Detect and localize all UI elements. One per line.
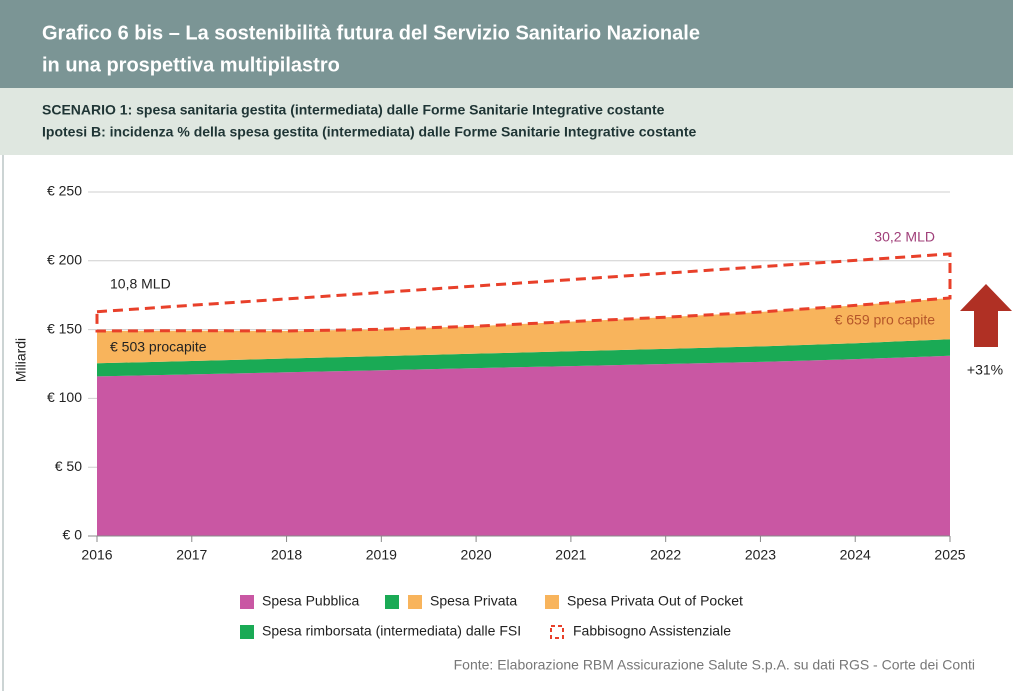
x-tick-label: 2020 (461, 547, 492, 563)
y-tick-label: € 150 (47, 320, 82, 336)
legend-label: Spesa Privata (430, 593, 517, 609)
legend-label: Spesa Pubblica (262, 593, 360, 609)
annotation: 30,2 MLD (874, 229, 935, 245)
plot (88, 191, 952, 537)
legend-swatch (240, 595, 254, 609)
x-tick-label: 2019 (366, 547, 397, 563)
x-tick-label: 2017 (176, 547, 207, 563)
x-tick-label: 2024 (840, 547, 871, 563)
annotation: € 503 procapite (110, 339, 207, 355)
y-tick-label: € 0 (63, 527, 83, 543)
annotation: +31% (967, 362, 1003, 378)
legend-label: Fabbisogno Assistenziale (573, 623, 731, 639)
annotation: 10,8 MLD (110, 276, 171, 292)
x-tick-label: 2025 (934, 547, 965, 563)
requirement-outline (95, 252, 952, 333)
x-tick-label: 2016 (81, 547, 112, 563)
chart-subtitle: Ipotesi B: incidenza % della spesa gesti… (42, 124, 697, 140)
annotation: € 659 pro capite (835, 312, 936, 328)
chart-title: Grafico 6 bis – La sostenibilità futura … (42, 22, 700, 44)
y-tick-label: € 100 (47, 389, 82, 405)
subtitle-band (0, 88, 1013, 155)
legend-swatch (240, 625, 254, 639)
x-tick-label: 2021 (555, 547, 586, 563)
chart-subtitle: SCENARIO 1: spesa sanitaria gestita (int… (42, 102, 665, 118)
x-tick-label: 2023 (745, 547, 776, 563)
source: Fonte: Elaborazione RBM Assicurazione Sa… (454, 657, 975, 673)
x-tick-label: 2018 (271, 547, 302, 563)
legend-swatch (545, 595, 559, 609)
header-band (0, 0, 1013, 88)
chart-title: in una prospettiva multipilastro (42, 54, 340, 76)
x-tick-label: 2022 (650, 547, 681, 563)
y-axis-label: Miliardi (13, 338, 29, 382)
area (97, 355, 950, 536)
y-tick-label: € 250 (47, 183, 82, 199)
legend-label: Spesa rimborsata (intermediata) dalle FS… (262, 623, 521, 639)
y-tick-label: € 200 (47, 252, 82, 268)
legend-swatch (550, 625, 564, 639)
legend-label: Spesa Privata Out of Pocket (567, 593, 743, 609)
legend-swatch (408, 595, 422, 609)
area (97, 339, 950, 377)
arrow-icon (960, 284, 1012, 347)
y-tick-label: € 50 (55, 458, 82, 474)
legend-swatch (385, 595, 399, 609)
